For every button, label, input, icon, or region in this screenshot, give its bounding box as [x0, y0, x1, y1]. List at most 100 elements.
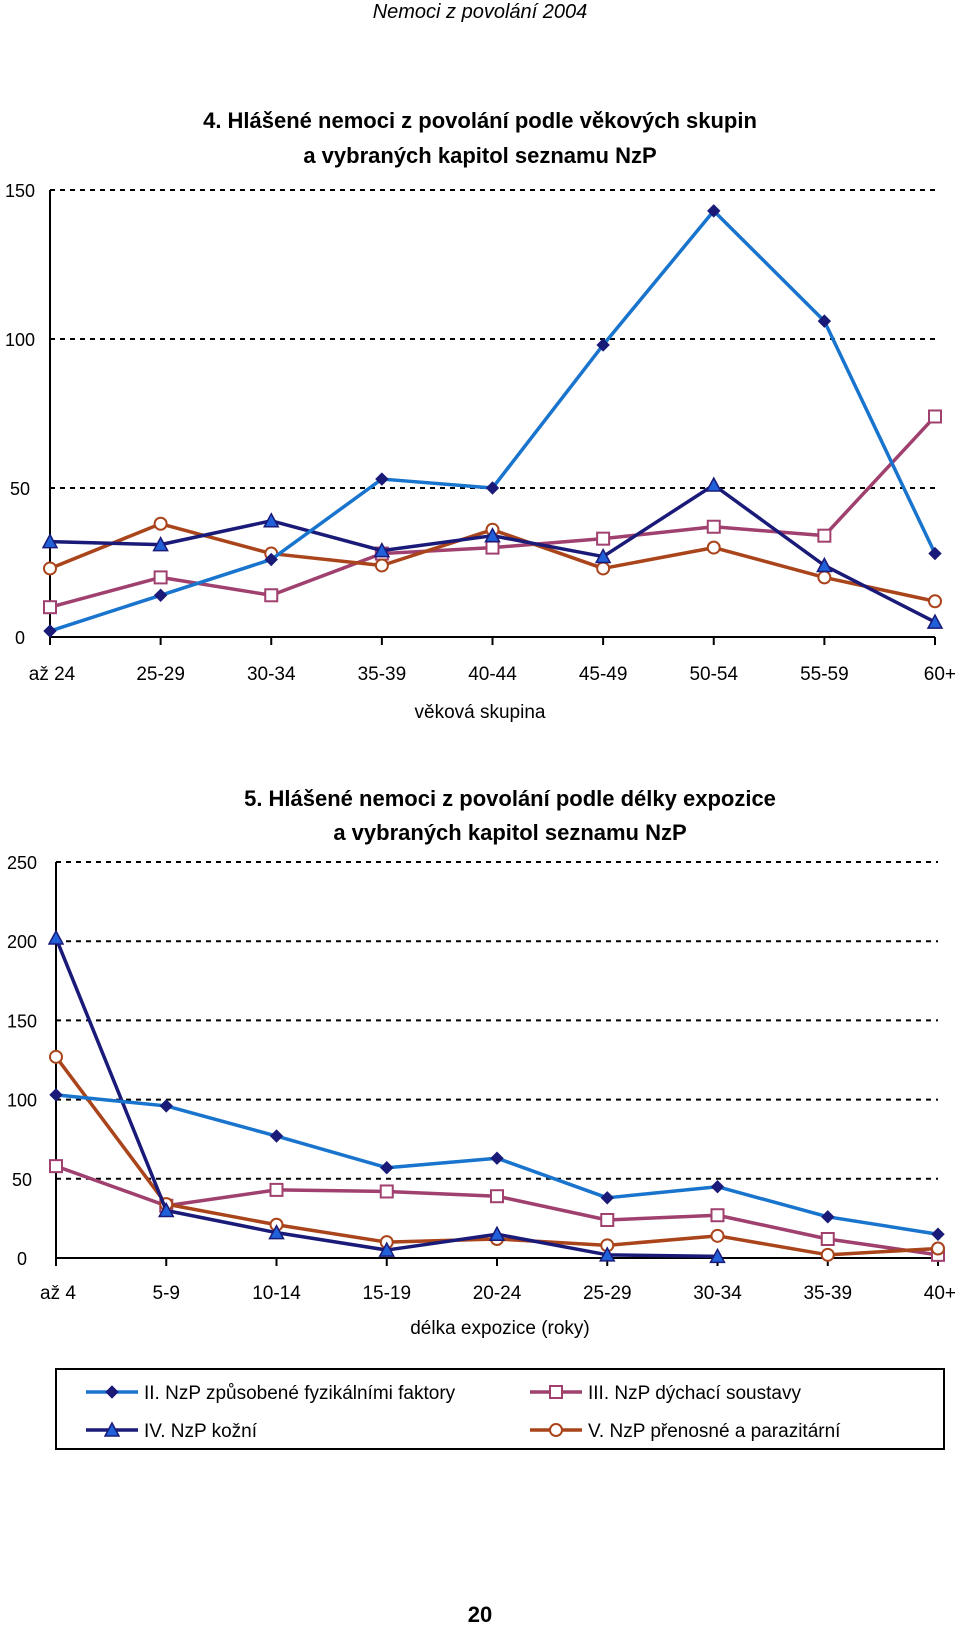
data-point-IV — [378, 1241, 396, 1257]
chart2-x-axis-label: délka expozice (roky) — [410, 1318, 590, 1339]
data-point-IV — [262, 512, 280, 528]
chart1-x-axis-label: věková skupina — [415, 702, 546, 723]
legend-marker-triangle — [103, 1421, 121, 1437]
legend-item-V: V. NzP přenosné a parazitární — [530, 1421, 841, 1442]
data-point-II — [710, 1180, 725, 1194]
data-point-III — [485, 540, 500, 555]
legend-marker-circle — [549, 1423, 563, 1437]
data-point-V — [820, 1247, 835, 1262]
data-point-V — [710, 1228, 725, 1243]
data-point-IV — [268, 1224, 285, 1240]
data-point-III — [706, 519, 721, 534]
data-point-II — [485, 481, 500, 495]
legend-item-III: III. NzP dýchací soustavy — [530, 1383, 801, 1404]
data-point-IV — [152, 536, 169, 552]
series-V — [43, 516, 942, 609]
data-point-V — [928, 594, 942, 609]
legend-item-IV: IV. NzP kožní — [86, 1421, 258, 1442]
data-point-III — [264, 588, 279, 603]
legend-label: II. NzP způsobené fyzikálními faktory — [144, 1383, 456, 1404]
legend-label: III. NzP dýchací soustavy — [588, 1383, 801, 1404]
data-point-III — [817, 528, 832, 543]
data-point-II — [269, 1129, 284, 1143]
data-point-II — [49, 1088, 63, 1102]
series-line-IV — [54, 937, 718, 1259]
y-tick-label: 250 — [7, 853, 37, 873]
legend-marker-diamond — [105, 1385, 119, 1399]
data-point-II — [931, 1227, 945, 1241]
age-group-chart: 4. Hlášené nemoci z povolání podle věkov… — [5, 108, 956, 723]
x-tick-label: 50-54 — [689, 664, 738, 685]
series-line-III — [49, 415, 937, 609]
data-point-III — [49, 1159, 63, 1174]
series-II — [49, 1088, 945, 1241]
x-tick-label: až 4 — [40, 1283, 76, 1304]
data-point-III — [820, 1231, 835, 1246]
x-tick-label: 30-34 — [693, 1283, 742, 1304]
data-point-IV — [488, 1225, 506, 1241]
data-point-III — [490, 1189, 504, 1204]
data-point-V — [817, 570, 832, 585]
legend-marker-square — [549, 1385, 563, 1399]
series-III — [49, 1159, 945, 1262]
series-IV — [41, 476, 944, 629]
x-tick-label: 60+ — [924, 664, 956, 685]
data-point-II — [490, 1151, 504, 1165]
y-tick-label: 200 — [7, 932, 37, 952]
legend: II. NzP způsobené fyzikálními faktory III… — [55, 1368, 945, 1450]
data-point-IV — [926, 613, 944, 629]
data-point-II — [707, 204, 721, 218]
chart1-title-line2: a vybraných kapitol seznamu NzP — [303, 143, 656, 168]
data-point-IV — [594, 547, 612, 564]
data-point-V — [374, 558, 389, 573]
data-point-IV — [47, 929, 65, 945]
x-tick-label: 55-59 — [800, 664, 849, 685]
data-point-II — [264, 552, 278, 567]
x-tick-label: 25-29 — [583, 1283, 632, 1304]
data-point-IV — [705, 476, 723, 492]
data-point-V — [596, 561, 611, 576]
data-point-III — [600, 1212, 615, 1227]
data-point-IV — [709, 1247, 726, 1264]
data-point-IV — [41, 533, 59, 549]
x-tick-label: 45-49 — [579, 664, 628, 685]
y-tick-label: 0 — [15, 628, 25, 648]
legend-label: V. NzP přenosné a parazitární — [588, 1421, 841, 1442]
data-point-V — [43, 561, 57, 576]
chart1-title-line1: 4. Hlášené nemoci z povolání podle věkov… — [203, 108, 757, 133]
y-tick-label: 150 — [5, 181, 35, 201]
series-II — [43, 204, 942, 638]
series-line-II — [49, 209, 937, 633]
data-point-IV — [598, 1246, 616, 1262]
data-point-II — [821, 1210, 835, 1224]
y-tick-label: 50 — [10, 479, 30, 499]
x-tick-label: 40-44 — [468, 664, 517, 685]
data-point-IV — [484, 527, 501, 543]
data-point-IV — [373, 541, 391, 558]
x-tick-label: 5-9 — [153, 1283, 180, 1304]
exposure-length-chart: 5. Hlášené nemoci z povolání podle délky… — [7, 786, 956, 1339]
y-tick-label: 100 — [7, 1091, 37, 1111]
x-tick-label: 20-24 — [473, 1283, 522, 1304]
series-IV — [47, 929, 726, 1264]
x-tick-label: 10-14 — [252, 1283, 301, 1304]
data-point-IV — [816, 556, 833, 573]
data-point-II — [153, 588, 168, 602]
y-tick-label: 150 — [7, 1011, 37, 1031]
x-tick-label: 35-39 — [358, 664, 407, 685]
data-point-III — [43, 600, 57, 615]
data-point-III — [596, 531, 611, 546]
data-point-III — [710, 1208, 725, 1223]
data-point-III — [379, 1184, 394, 1199]
data-point-II — [159, 1099, 173, 1113]
data-point-III — [153, 570, 168, 585]
data-point-IV — [157, 1201, 175, 1218]
data-point-II — [596, 338, 610, 352]
x-tick-label: 15-19 — [362, 1283, 411, 1304]
y-tick-label: 0 — [17, 1249, 27, 1269]
page-header: Nemoci z povolání 2004 — [372, 1, 588, 23]
page-number: 20 — [467, 1602, 493, 1627]
chart2-title-line1: 5. Hlášené nemoci z povolání podle délky… — [244, 786, 776, 811]
x-tick-label: 40+ — [924, 1283, 956, 1304]
